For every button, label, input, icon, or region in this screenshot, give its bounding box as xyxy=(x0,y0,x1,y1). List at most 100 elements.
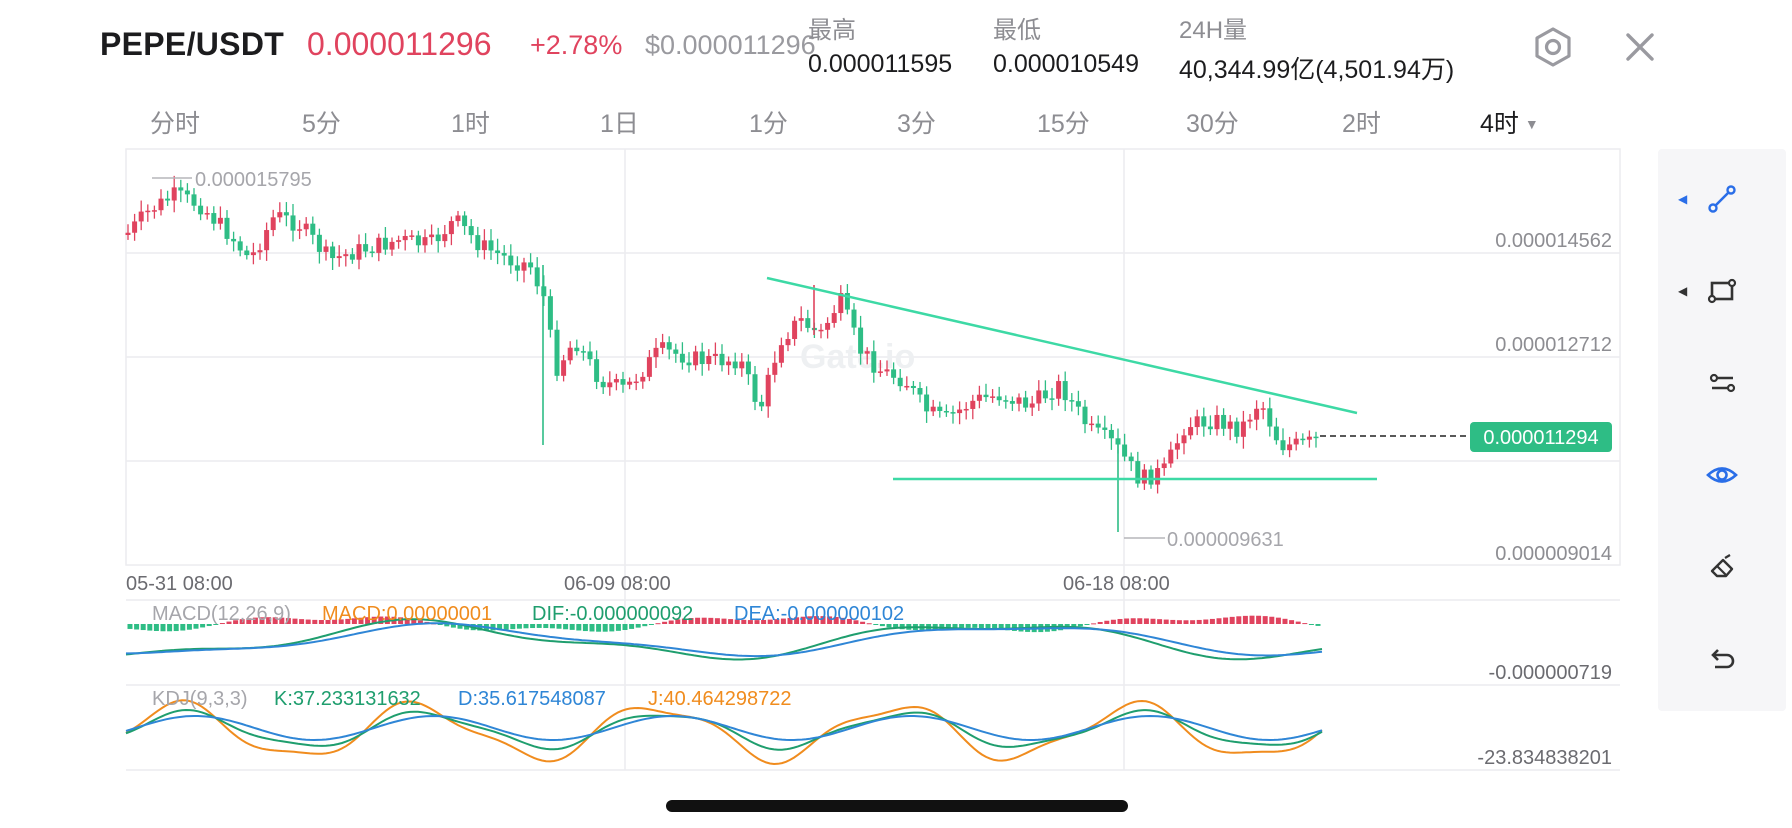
candle-body xyxy=(719,353,725,366)
macd-bar xyxy=(186,624,192,630)
tab-timeframe-7[interactable]: 15分 xyxy=(1037,110,1090,138)
candle-body xyxy=(613,379,619,383)
hexagon-settings-icon[interactable] xyxy=(1532,26,1574,73)
tab-timeframe-selected[interactable]: 4时 ▼ xyxy=(1480,104,1539,140)
tab-timeframe-6[interactable]: 3分 xyxy=(897,110,936,138)
candle-body xyxy=(765,374,771,407)
candle-body xyxy=(983,394,989,398)
candle-body xyxy=(462,215,468,227)
macd-bar xyxy=(1117,618,1123,624)
parallel-tool-button[interactable] xyxy=(1658,353,1786,413)
candle-body xyxy=(937,406,943,411)
visibility-toggle-button[interactable] xyxy=(1658,445,1786,505)
candle-body xyxy=(996,396,1002,401)
candle-body xyxy=(1194,416,1200,428)
macd-bar xyxy=(1091,623,1097,625)
candle-body xyxy=(363,244,369,252)
kdj-axis-label: -23.834838201 xyxy=(1477,747,1612,769)
volume-value: 40,344.99亿(4,501.94万) xyxy=(1179,56,1455,84)
resistance-trendline[interactable] xyxy=(766,276,1358,415)
candle-body xyxy=(726,361,732,366)
macd-bar xyxy=(398,617,404,624)
candle-body xyxy=(858,327,864,354)
macd-bar xyxy=(292,618,298,624)
candle-body xyxy=(864,351,870,354)
tab-timeframe-8[interactable]: 30分 xyxy=(1186,110,1239,138)
candle-body xyxy=(1141,469,1147,484)
kdj-k-value: K:37.233131632 xyxy=(274,688,421,710)
candle-body xyxy=(521,262,527,271)
price-tick-1: 0.000014562 xyxy=(1495,230,1612,252)
macd-bar xyxy=(747,620,753,624)
candle-body xyxy=(376,237,382,253)
macd-bar xyxy=(318,620,324,624)
macd-bar xyxy=(219,623,225,625)
candle-body xyxy=(1062,381,1068,401)
undo-icon xyxy=(1711,649,1735,669)
macd-bar xyxy=(1163,619,1169,624)
macd-bar xyxy=(305,619,311,624)
macd-bar xyxy=(820,616,826,624)
undo-button[interactable] xyxy=(1658,629,1786,689)
macd-bar xyxy=(1157,619,1163,624)
line-tool-button[interactable]: ◀ xyxy=(1658,169,1786,229)
macd-bar xyxy=(879,624,885,627)
macd-bar xyxy=(635,624,641,628)
tab-timeframe-3[interactable]: 1时 xyxy=(451,110,490,138)
tab-timeframe-4[interactable]: 1日 xyxy=(600,110,639,138)
tab-timeframe-5[interactable]: 1分 xyxy=(749,110,788,138)
close-icon[interactable] xyxy=(1620,27,1660,72)
macd-bar xyxy=(833,617,839,624)
macd-bar xyxy=(1269,616,1275,624)
macd-bar xyxy=(998,624,1004,630)
macd-bar xyxy=(800,616,806,624)
macd-bar xyxy=(1308,624,1314,625)
macd-bar xyxy=(695,617,701,624)
candle-body xyxy=(990,396,996,398)
date-label-2: 06-09 08:00 xyxy=(564,573,671,595)
macd-bar xyxy=(378,616,384,624)
macd-bar xyxy=(259,617,265,624)
macd-bar xyxy=(569,624,575,630)
macd-bar xyxy=(840,617,846,624)
tab-timeframe-2[interactable]: 5分 xyxy=(302,110,341,138)
macd-bar xyxy=(127,624,133,629)
macd-bar xyxy=(252,617,258,624)
macd-bar xyxy=(1229,616,1235,624)
rectangle-tool-button[interactable]: ◀ xyxy=(1658,261,1786,321)
candle-body xyxy=(468,226,474,236)
candle-body xyxy=(191,194,197,206)
macd-bar xyxy=(450,624,456,628)
macd-bar xyxy=(1302,623,1308,625)
macd-bar xyxy=(648,624,654,625)
macd-bar xyxy=(510,624,516,630)
macd-bar xyxy=(371,616,377,624)
macd-bar xyxy=(860,621,866,624)
candle-body xyxy=(435,234,441,242)
eraser-tool-button[interactable] xyxy=(1658,537,1786,597)
macd-bar xyxy=(701,617,707,624)
price-change-percent: +2.78% xyxy=(530,30,623,60)
candle-body xyxy=(481,240,487,251)
macd-bar xyxy=(846,618,852,624)
candle-body xyxy=(283,212,289,216)
macd-bar xyxy=(358,617,364,624)
candle-body xyxy=(250,252,256,256)
macd-bar xyxy=(1170,619,1176,624)
tab-timeframe-9[interactable]: 2时 xyxy=(1342,110,1381,138)
candle-body xyxy=(851,309,857,328)
pair-title[interactable]: PEPE/USDT xyxy=(100,26,285,62)
volume-label: 24H量 xyxy=(1179,17,1248,44)
tab-timeframe-1[interactable]: 分时 xyxy=(150,110,201,138)
candle-body xyxy=(778,345,784,363)
candle-body xyxy=(917,388,923,395)
expand-arrow-icon: ◀ xyxy=(1678,284,1688,298)
candle-body xyxy=(1201,416,1207,427)
line-draw-icon xyxy=(1708,185,1736,213)
candle-body xyxy=(323,246,329,252)
macd-bar xyxy=(1190,620,1196,624)
macd-bar xyxy=(807,616,813,624)
macd-bar xyxy=(681,618,687,624)
candle-body xyxy=(594,359,600,382)
